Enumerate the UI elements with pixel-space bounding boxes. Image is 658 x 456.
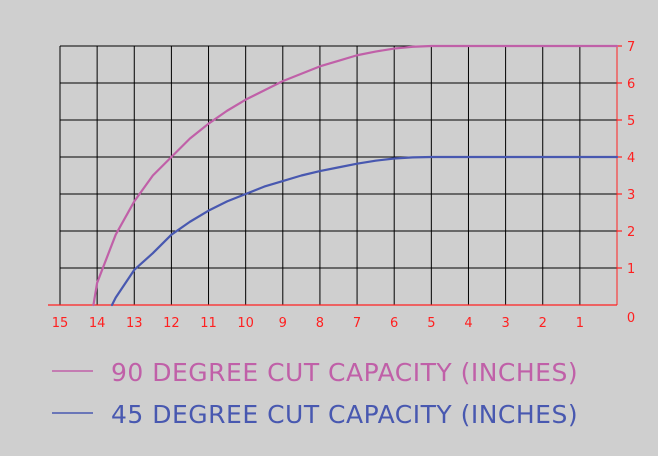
x-tick-label: 6: [390, 316, 398, 331]
x-tick-label: 12: [163, 316, 180, 331]
y-tick-label: 1: [627, 262, 635, 277]
x-tick-labels: 15 14 13 12 11 10 9 8 7 6 5 4 3 2 1 0: [52, 311, 635, 331]
y-tick-label: 6: [627, 77, 635, 92]
x-tick-label: 3: [501, 316, 509, 331]
x-tick-label: 8: [316, 316, 324, 331]
y-tick-labels: 1 2 3 4 5 6 7: [627, 40, 635, 277]
legend-label: 45 DEGREE CUT CAPACITY (INCHES): [111, 400, 578, 429]
series-line-90-degree: [92, 44, 619, 307]
x-tick-label: 1: [576, 316, 584, 331]
y-tick-label: 5: [627, 114, 635, 129]
x-tick-label: 2: [539, 316, 547, 331]
series: [92, 44, 619, 307]
x-tick-label: 9: [279, 316, 287, 331]
y-tick-label: 3: [627, 188, 635, 203]
legend-label: 90 DEGREE CUT CAPACITY (INCHES): [111, 358, 578, 387]
x-tick-label: 0: [627, 311, 635, 326]
series-line-45-degree: [110, 155, 619, 307]
legend: 90 DEGREE CUT CAPACITY (INCHES) 45 DEGREE…: [52, 358, 578, 429]
y-tick-label: 2: [627, 225, 635, 240]
x-tick-label: 11: [200, 316, 217, 331]
x-tick-label: 10: [237, 316, 254, 331]
x-tick-label: 13: [126, 316, 143, 331]
y-tick-label: 4: [627, 151, 635, 166]
y-tick-label: 7: [627, 40, 635, 55]
x-tick-label: 14: [89, 316, 106, 331]
x-tick-label: 7: [353, 316, 361, 331]
x-tick-label: 4: [464, 316, 472, 331]
x-tick-label: 5: [427, 316, 435, 331]
x-tick-label: 15: [52, 316, 69, 331]
